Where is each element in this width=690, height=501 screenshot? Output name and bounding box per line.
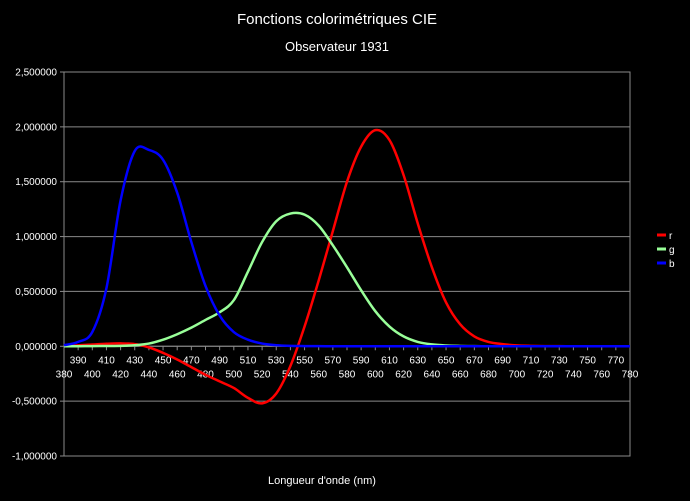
x-tick-label: 780	[622, 369, 639, 380]
x-tick-label: 570	[325, 355, 342, 366]
x-tick-label: 510	[240, 355, 257, 366]
x-tick-label: 670	[466, 355, 483, 366]
x-tick-label: 390	[70, 355, 87, 366]
x-axis-ticks: 390 410 430 450 470 490 510 530 550 570 590 610 630 6…	[56, 345, 639, 380]
x-tick-label: 680	[480, 369, 497, 380]
x-tick-label: 490	[211, 355, 228, 366]
x-tick-label: 630	[409, 355, 426, 366]
x-tick-label: 380	[56, 369, 73, 380]
x-tick-label: 640	[424, 369, 441, 380]
x-tick-label: 560	[310, 369, 327, 380]
x-tick-label: 540	[282, 369, 299, 380]
x-tick-label: 400	[84, 369, 101, 380]
x-tick-label: 590	[353, 355, 370, 366]
x-tick-label: 770	[608, 355, 625, 366]
x-tick-label: 730	[551, 355, 568, 366]
y-tick-label: 1,000000	[15, 232, 57, 243]
x-tick-label: 660	[452, 369, 469, 380]
x-tick-label: 580	[339, 369, 356, 380]
x-axis-label: Longueur d'onde (nm)	[268, 475, 376, 487]
x-tick-label: 650	[438, 355, 455, 366]
series-layer	[63, 128, 630, 405]
x-tick-label: 470	[183, 355, 200, 366]
x-tick-label: 760	[593, 369, 610, 380]
chart-subtitle: Observateur 1931	[285, 39, 389, 54]
y-tick-label: 1,500000	[15, 177, 57, 188]
x-tick-label: 610	[381, 355, 398, 366]
x-tick-label: 440	[141, 369, 158, 380]
legend-label-g: g	[669, 245, 675, 256]
x-tick-label: 700	[508, 369, 525, 380]
chart-title: Fonctions colorimétriques CIE	[237, 11, 437, 28]
legend-label-b: b	[669, 259, 675, 270]
y-tick-label: -1,000000	[12, 452, 57, 463]
x-tick-label: 450	[155, 355, 172, 366]
x-tick-label: 410	[98, 355, 115, 366]
y-tick-label: -0,500000	[12, 397, 57, 408]
x-tick-label: 430	[126, 355, 143, 366]
x-tick-label: 520	[254, 369, 271, 380]
y-axis-ticks: 2,500000 2,000000 1,500000 1,000000 0,500000…	[12, 68, 64, 463]
y-tick-label: 0,000000	[15, 342, 57, 353]
x-tick-label: 600	[367, 369, 384, 380]
y-tick-label: 2,500000	[15, 68, 57, 79]
legend: rgb	[657, 231, 675, 270]
series-line-b	[63, 145, 630, 348]
y-tick-label: 0,500000	[15, 287, 57, 298]
x-tick-label: 530	[268, 355, 285, 366]
x-tick-label: 620	[395, 369, 412, 380]
x-tick-label: 710	[523, 355, 540, 366]
x-tick-label: 690	[494, 355, 511, 366]
legend-label-r: r	[669, 231, 673, 242]
x-tick-label: 420	[112, 369, 129, 380]
x-tick-label: 500	[225, 369, 242, 380]
x-tick-label: 460	[169, 369, 186, 380]
plot-area	[63, 71, 631, 457]
x-tick-label: 750	[579, 355, 596, 366]
x-tick-label: 720	[537, 369, 554, 380]
x-tick-label: 740	[565, 369, 582, 380]
y-tick-label: 2,000000	[15, 122, 57, 133]
x-tick-label: 550	[296, 355, 313, 366]
